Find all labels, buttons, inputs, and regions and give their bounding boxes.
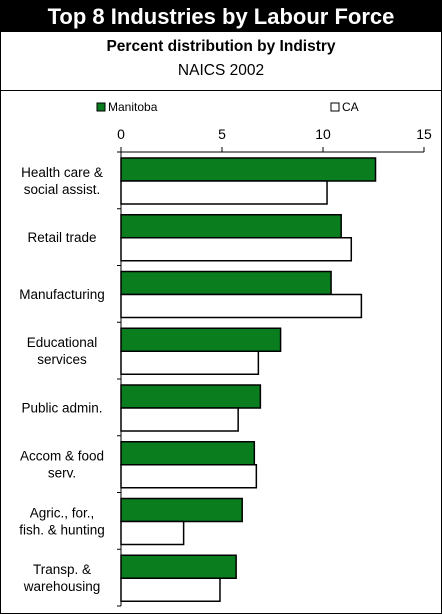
bar-manitoba-5	[120, 441, 256, 466]
category-label-7-line-0: Transp. &	[33, 562, 91, 577]
category-label-4-line-0: Public admin.	[21, 400, 102, 415]
bar-ca-6	[120, 520, 185, 546]
x-tick-label-10: 10	[315, 126, 331, 142]
category-label-3-line-0: Educational	[27, 335, 98, 350]
bar-ca-4	[120, 407, 239, 432]
bar-ca-7	[120, 577, 221, 602]
x-tick-label-0: 0	[117, 126, 125, 142]
category-label-5-line-1: serv.	[48, 466, 76, 481]
bar-manitoba-0	[120, 157, 377, 182]
chart-subtitle-classification: NAICS 2002	[177, 62, 265, 79]
bar-manitoba-2	[120, 270, 332, 296]
bar-manitoba-4	[120, 384, 262, 409]
category-label-5-line-0: Accom & food	[20, 449, 104, 464]
x-tick-label-15: 15	[416, 126, 432, 142]
bar-ca-3	[120, 350, 260, 375]
bar-manitoba-1	[120, 214, 342, 239]
legend-swatch-manitoba	[96, 102, 106, 112]
category-label-2-line-0: Manufacturing	[19, 287, 105, 302]
bar-manitoba-7	[120, 554, 237, 579]
bar-manitoba-3	[120, 327, 282, 352]
category-label-3-line-1: services	[37, 352, 87, 367]
legend-label-ca: CA	[342, 100, 359, 114]
bar-manitoba-6	[120, 497, 243, 523]
category-label-0-line-1: social assist.	[24, 182, 101, 197]
legend-swatch-ca	[330, 102, 340, 112]
bar-ca-2	[120, 293, 363, 319]
legend-label-manitoba: Manitoba	[108, 100, 158, 114]
category-label-6-line-0: Agric., for.,	[30, 505, 95, 520]
category-label-6-line-1: fish. & hunting	[19, 522, 105, 537]
chart-subtitle: Percent distribution by Indistry	[106, 38, 336, 55]
x-tick-label-5: 5	[218, 126, 226, 142]
chart-title: Top 8 Industries by Labour Force	[1, 1, 441, 32]
bar-ca-1	[120, 237, 353, 262]
category-label-7-line-1: warehousing	[23, 579, 101, 594]
bar-ca-5	[120, 464, 258, 489]
bar-ca-0	[120, 180, 328, 205]
category-label-0-line-0: Health care &	[21, 165, 103, 180]
header-divider	[1, 90, 441, 91]
category-label-1-line-0: Retail trade	[27, 230, 96, 245]
